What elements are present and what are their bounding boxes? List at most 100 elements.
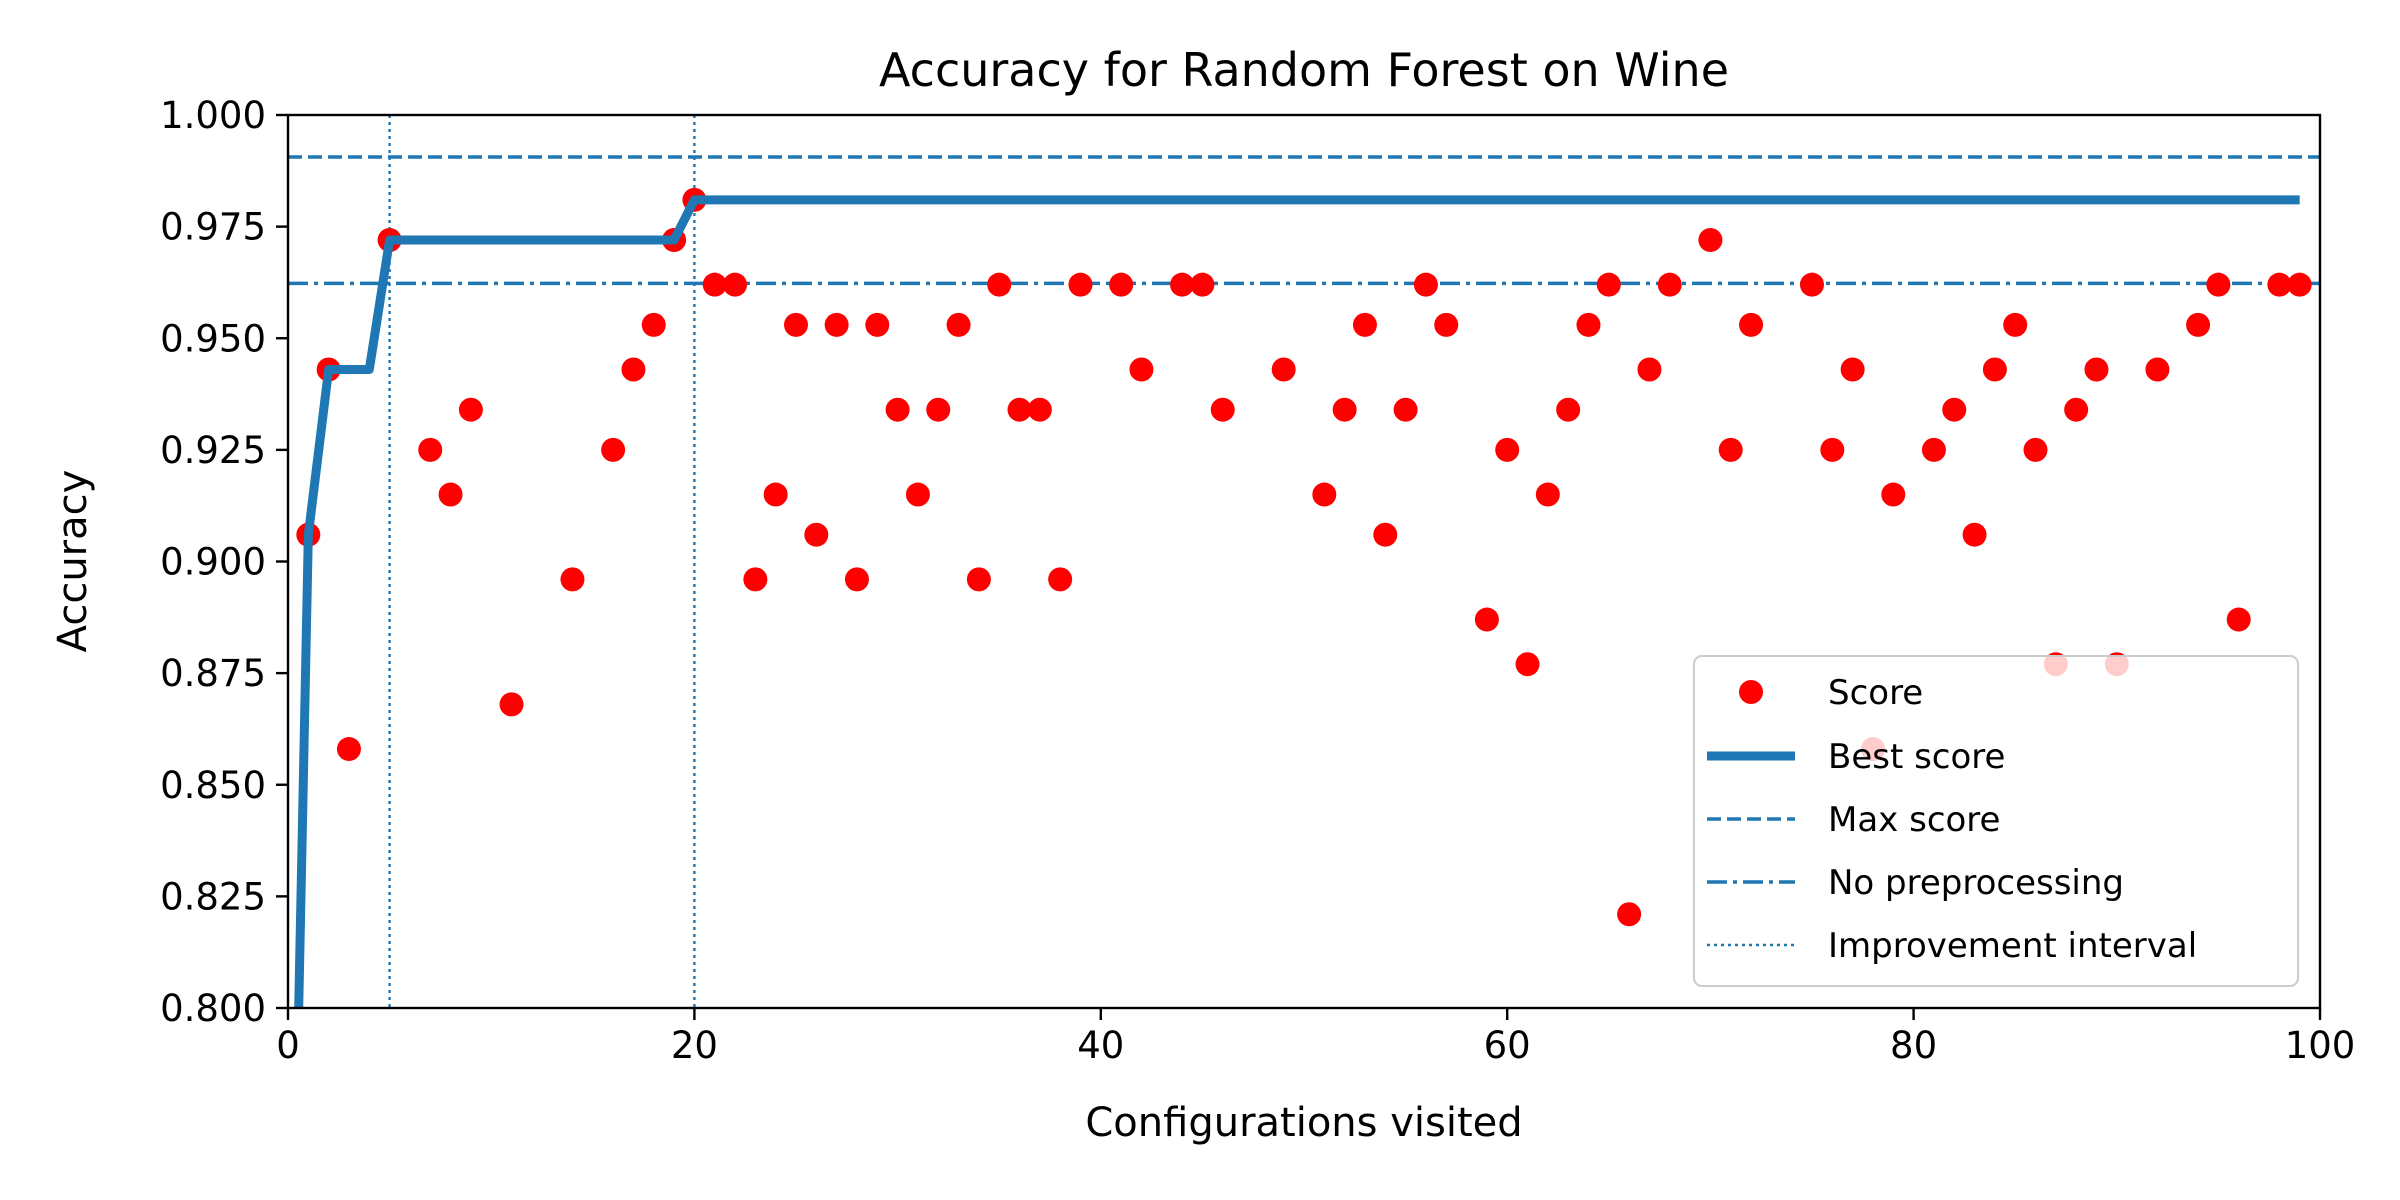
score-point bbox=[1718, 437, 1743, 462]
score-point bbox=[2023, 437, 2048, 462]
score-point bbox=[1190, 272, 1215, 297]
score-point bbox=[844, 567, 869, 592]
score-point bbox=[946, 312, 971, 337]
score-point bbox=[499, 692, 524, 717]
score-point bbox=[1393, 397, 1418, 422]
score-point bbox=[1921, 437, 1946, 462]
score-point bbox=[804, 522, 829, 547]
score-point bbox=[2186, 312, 2211, 337]
score-point bbox=[1352, 312, 1377, 337]
score-point bbox=[1210, 397, 1235, 422]
score-point bbox=[1495, 437, 1520, 462]
x-tick-label: 80 bbox=[1890, 1024, 1937, 1067]
score-point bbox=[1170, 272, 1195, 297]
legend-score-marker bbox=[1739, 680, 1763, 704]
score-point bbox=[987, 272, 1012, 297]
score-point bbox=[1535, 482, 1560, 507]
legend-no-preprocessing-label: No preprocessing bbox=[1828, 863, 2124, 903]
x-axis: 0 20 40 60 80 100 bbox=[276, 1008, 2355, 1067]
score-point bbox=[1739, 312, 1764, 337]
score-point bbox=[1413, 272, 1438, 297]
score-point bbox=[905, 482, 930, 507]
score-point bbox=[1820, 437, 1845, 462]
legend-score-label: Score bbox=[1828, 673, 1923, 713]
score-point bbox=[2084, 357, 2109, 382]
score-point bbox=[1556, 397, 1581, 422]
legend-best-score-label: Best score bbox=[1828, 737, 2005, 777]
score-point bbox=[1982, 357, 2007, 382]
best-score-line bbox=[294, 195, 2300, 1008]
score-point bbox=[702, 272, 727, 297]
score-point bbox=[2145, 357, 2170, 382]
score-point bbox=[641, 312, 666, 337]
legend-max-score-label: Max score bbox=[1828, 800, 2000, 840]
score-point bbox=[1068, 272, 1093, 297]
score-point bbox=[1962, 522, 1987, 547]
score-point bbox=[2064, 397, 2089, 422]
score-point bbox=[418, 437, 443, 462]
score-point bbox=[1434, 312, 1459, 337]
score-point bbox=[1332, 397, 1357, 422]
score-point bbox=[865, 312, 890, 337]
score-point bbox=[1840, 357, 1865, 382]
x-tick-label: 40 bbox=[1077, 1024, 1124, 1067]
score-point bbox=[1048, 567, 1073, 592]
score-point bbox=[1007, 397, 1032, 422]
score-point bbox=[336, 737, 361, 762]
score-point bbox=[1027, 397, 1052, 422]
score-point bbox=[621, 357, 646, 382]
score-point bbox=[2287, 272, 2312, 297]
score-point bbox=[1698, 228, 1723, 253]
score-point bbox=[784, 312, 808, 337]
y-tick-label: 0.850 bbox=[160, 764, 266, 807]
score-point bbox=[1576, 312, 1601, 337]
score-point bbox=[1657, 272, 1682, 297]
y-tick-label: 0.875 bbox=[160, 652, 266, 695]
score-point bbox=[1474, 607, 1499, 632]
y-tick-label: 0.925 bbox=[160, 429, 266, 472]
score-point bbox=[1515, 652, 1540, 677]
x-axis-label: Configurations visited bbox=[1085, 1100, 1522, 1146]
score-point bbox=[966, 567, 991, 592]
legend-improvement-interval-label: Improvement interval bbox=[1828, 926, 2197, 966]
legend: Score Best score Max score No preprocess… bbox=[1693, 655, 2299, 987]
score-point bbox=[601, 437, 626, 462]
x-tick-label: 60 bbox=[1484, 1024, 1531, 1067]
score-point bbox=[763, 482, 788, 507]
y-axis: 0.800 0.825 0.850 0.875 0.900 0.925 0.950 0.975… bbox=[160, 94, 288, 1030]
x-tick-label: 100 bbox=[2285, 1024, 2356, 1067]
score-point bbox=[723, 272, 748, 297]
score-point bbox=[824, 312, 849, 337]
score-point bbox=[2226, 607, 2251, 632]
y-tick-label: 0.900 bbox=[160, 541, 266, 584]
score-point bbox=[1637, 357, 1662, 382]
score-point bbox=[1800, 272, 1824, 297]
score-point bbox=[438, 482, 463, 507]
score-point bbox=[926, 397, 951, 422]
score-point bbox=[885, 397, 910, 422]
score-point bbox=[1129, 357, 1154, 382]
score-point bbox=[2206, 272, 2231, 297]
y-tick-label: 1.000 bbox=[160, 94, 266, 137]
y-tick-label: 0.975 bbox=[160, 206, 266, 249]
score-point bbox=[1373, 522, 1398, 547]
score-point bbox=[1109, 272, 1134, 297]
score-point bbox=[1596, 272, 1621, 297]
y-tick-label: 0.825 bbox=[160, 875, 266, 918]
score-point bbox=[1271, 357, 1296, 382]
chart-title: Accuracy for Random Forest on Wine bbox=[879, 43, 1729, 97]
legend-box bbox=[1693, 655, 2299, 987]
score-point bbox=[1881, 482, 1906, 507]
score-point bbox=[2267, 272, 2292, 297]
y-tick-label: 0.800 bbox=[160, 987, 266, 1030]
score-point bbox=[743, 567, 768, 592]
score-point bbox=[560, 567, 585, 592]
x-tick-label: 20 bbox=[671, 1024, 718, 1067]
x-tick-label: 0 bbox=[276, 1024, 300, 1067]
score-point bbox=[458, 397, 483, 422]
score-point bbox=[1942, 397, 1967, 422]
score-point bbox=[1312, 482, 1337, 507]
score-point bbox=[2003, 312, 2028, 337]
y-axis-label: Accuracy bbox=[50, 470, 96, 653]
